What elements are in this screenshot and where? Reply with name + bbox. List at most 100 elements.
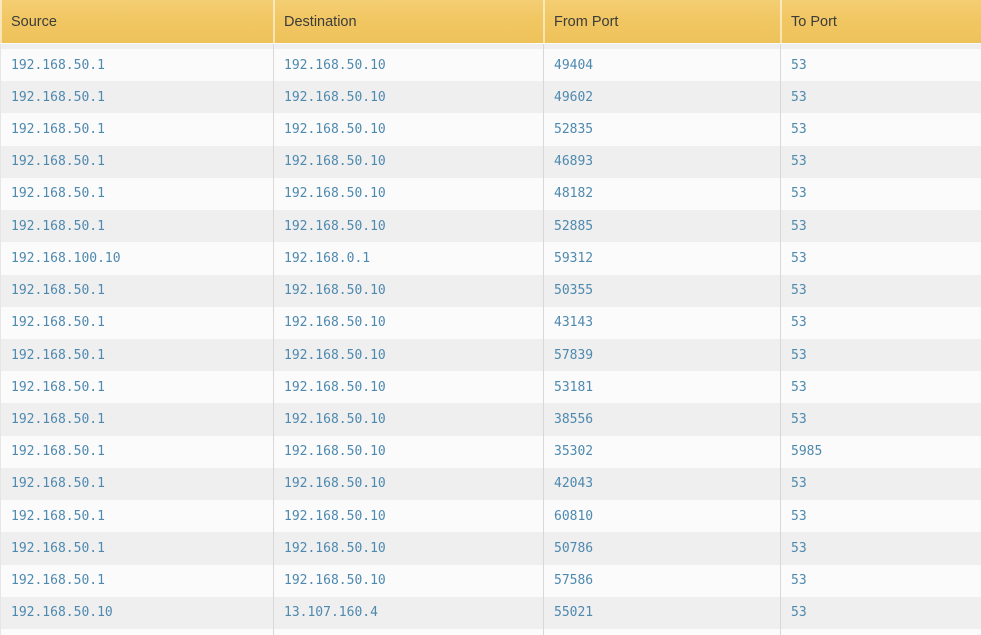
cell-from_port: 60810 [543,500,780,533]
cell-to_port: 53 [780,113,981,146]
cell-from_port: 42043 [543,467,780,501]
column-header-to_port[interactable]: To Port [780,0,981,43]
cell-source: 192.168.50.1 [0,113,273,146]
cell-source: 192.168.50.1 [0,371,273,404]
cell-from_port: 57586 [543,564,780,597]
cell-destination: 192.168.50.10 [273,274,543,307]
cell-to_port: 53 [780,532,981,565]
cell-to_port: 53 [780,403,981,436]
cell-source: 192.168.50.1 [0,274,273,307]
cell-destination: 192.168.50.10 [273,113,543,146]
cell-destination: 192.168.50.10 [273,210,543,243]
partial-cell [543,628,780,635]
table-row[interactable]: 192.168.50.1 192.168.50.10 53181 53 [0,371,981,404]
cell-destination: 13.107.160.4 [273,596,543,629]
cell-source: 192.168.50.1 [0,338,273,372]
table-row[interactable]: 192.168.50.1 192.168.50.10 49404 53 [0,49,981,82]
partial-scrolled-row-top [0,43,981,49]
cell-from_port: 46893 [543,145,780,178]
cell-destination: 192.168.50.10 [273,435,543,468]
table-row[interactable]: 192.168.50.1 192.168.50.10 60810 53 [0,500,981,533]
cell-from_port: 49602 [543,81,780,114]
table-row[interactable]: 192.168.50.1 192.168.50.10 46893 53 [0,145,981,178]
table-row[interactable]: 192.168.50.1 192.168.50.10 52885 53 [0,210,981,243]
cell-destination: 192.168.50.10 [273,306,543,339]
cell-destination: 192.168.50.10 [273,81,543,114]
table-row[interactable]: 192.168.50.1 192.168.50.10 52835 53 [0,113,981,146]
table-row[interactable]: 192.168.50.1 192.168.50.10 50355 53 [0,274,981,307]
cell-to_port: 53 [780,467,981,501]
table-row[interactable]: 192.168.50.1 192.168.50.10 57586 53 [0,564,981,597]
cell-from_port: 52885 [543,210,780,243]
cell-source: 192.168.50.1 [0,467,273,501]
cell-destination: 192.168.50.10 [273,145,543,178]
table-row[interactable]: 192.168.50.1 192.168.50.10 38556 53 [0,403,981,436]
cell-source: 192.168.50.1 [0,49,273,82]
cell-destination: 192.168.50.10 [273,177,543,211]
cell-from_port: 53181 [543,371,780,404]
cell-to_port: 53 [780,564,981,597]
partial-cell [780,44,981,49]
table-row[interactable]: 192.168.50.1 192.168.50.10 48182 53 [0,177,981,211]
cell-to_port: 53 [780,500,981,533]
cell-from_port: 57839 [543,338,780,372]
cell-to_port: 53 [780,81,981,114]
cell-from_port: 38556 [543,403,780,436]
cell-source: 192.168.50.1 [0,145,273,178]
partial-cell [273,628,543,635]
cell-from_port: 59312 [543,242,780,275]
cell-to_port: 53 [780,210,981,243]
cell-source: 192.168.50.1 [0,210,273,243]
cell-destination: 192.168.50.10 [273,467,543,501]
cell-source: 192.168.50.1 [0,500,273,533]
cell-destination: 192.168.50.10 [273,532,543,565]
column-header-source[interactable]: Source [0,0,273,43]
table-header-row: Source Destination From Port To Port [0,0,981,43]
cell-from_port: 55021 [543,596,780,629]
cell-from_port: 50786 [543,532,780,565]
cell-to_port: 53 [780,371,981,404]
cell-source: 192.168.50.1 [0,435,273,468]
cell-source: 192.168.50.1 [0,306,273,339]
cell-destination: 192.168.50.10 [273,403,543,436]
table-row[interactable]: 192.168.50.1 192.168.50.10 49602 53 [0,81,981,114]
cell-destination: 192.168.50.10 [273,500,543,533]
cell-from_port: 43143 [543,306,780,339]
column-header-destination[interactable]: Destination [273,0,543,43]
cell-to_port: 53 [780,596,981,629]
cell-to_port: 53 [780,145,981,178]
partial-cell [273,44,543,49]
cell-to_port: 53 [780,242,981,275]
cell-source: 192.168.50.1 [0,564,273,597]
table-row[interactable]: 192.168.100.10 192.168.0.1 59312 53 [0,242,981,275]
table-row[interactable]: 192.168.50.1 192.168.50.10 57839 53 [0,338,981,372]
cell-destination: 192.168.50.10 [273,564,543,597]
table-row[interactable]: 192.168.50.1 192.168.50.10 42043 53 [0,467,981,501]
cell-to_port: 53 [780,274,981,307]
partial-cell [0,628,273,635]
cell-source: 192.168.50.1 [0,403,273,436]
table-row[interactable]: 192.168.50.10 13.107.160.4 55021 53 [0,596,981,629]
cell-from_port: 52835 [543,113,780,146]
cell-source: 192.168.50.10 [0,596,273,629]
cell-to_port: 53 [780,306,981,339]
cell-to_port: 53 [780,177,981,211]
cell-destination: 192.168.0.1 [273,242,543,275]
cell-destination: 192.168.50.10 [273,49,543,82]
cell-to_port: 53 [780,338,981,372]
cell-source: 192.168.50.1 [0,81,273,114]
cell-to_port: 5985 [780,435,981,468]
cell-source: 192.168.50.1 [0,177,273,211]
partial-cell [543,44,780,49]
cell-from_port: 49404 [543,49,780,82]
cell-from_port: 48182 [543,177,780,211]
cell-to_port: 53 [780,49,981,82]
cell-destination: 192.168.50.10 [273,371,543,404]
table-row[interactable]: 192.168.50.1 192.168.50.10 50786 53 [0,532,981,565]
column-header-from_port[interactable]: From Port [543,0,780,43]
table-row[interactable]: 192.168.50.1 192.168.50.10 43143 53 [0,306,981,339]
cell-source: 192.168.100.10 [0,242,273,275]
partial-cell [780,628,981,635]
table-row[interactable]: 192.168.50.1 192.168.50.10 35302 5985 [0,435,981,468]
